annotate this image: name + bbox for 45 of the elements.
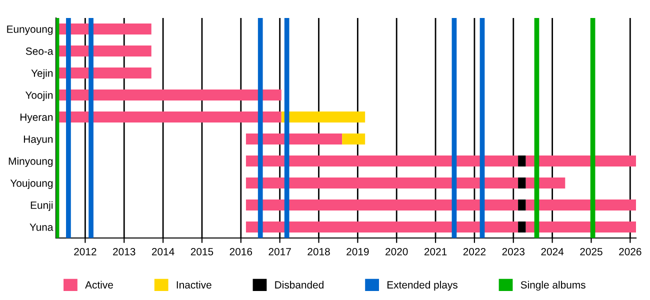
bar xyxy=(58,90,282,100)
x-tick-label: 2019 xyxy=(346,248,369,256)
bar xyxy=(518,178,526,188)
x-tick-label: 2014 xyxy=(152,248,174,256)
bar xyxy=(342,134,366,144)
x-tick-label: 2018 xyxy=(308,248,330,256)
legend-label: Active xyxy=(85,280,113,289)
legend-label: Extended plays xyxy=(387,280,458,291)
y-tick-label: Youjoung xyxy=(10,179,53,189)
y-tick-label: Yejin xyxy=(31,69,53,79)
x-tick-label: 2015 xyxy=(190,248,214,256)
legend-label: Disbanded xyxy=(275,280,324,289)
legend-label: Inactive xyxy=(176,280,212,289)
y-tick-label: Hyeran xyxy=(20,114,53,123)
bar xyxy=(526,222,636,232)
x-tick-label: 2022 xyxy=(463,248,486,256)
bar xyxy=(518,222,526,232)
bar xyxy=(246,178,518,188)
x-tick-label: 2012 xyxy=(74,248,96,256)
x-tick-label: 2023 xyxy=(502,248,525,256)
y-tick-label: Hayun xyxy=(24,136,53,145)
bar xyxy=(58,112,282,122)
bar xyxy=(518,200,526,210)
x-tick-label: 2021 xyxy=(424,248,447,256)
bar xyxy=(246,222,518,232)
y-tick-label: Yuna xyxy=(30,224,54,231)
legend-label: Single albums xyxy=(520,280,586,291)
x-tick-label: 2024 xyxy=(541,248,564,256)
bar xyxy=(526,156,636,166)
y-tick-label: Minyoung xyxy=(8,157,53,167)
x-tick-label: 2025 xyxy=(580,248,602,256)
y-tick-label: Seo-a xyxy=(26,48,54,55)
bar xyxy=(518,156,526,166)
bar xyxy=(246,200,518,210)
x-tick-label: 2013 xyxy=(113,248,136,256)
x-tick-label: 2017 xyxy=(268,248,291,256)
bar xyxy=(526,200,636,210)
bar xyxy=(246,156,518,166)
x-tick-label: 2026 xyxy=(619,248,642,256)
y-tick-label: Yoojin xyxy=(25,91,53,101)
y-tick-label: Eunyoung xyxy=(7,26,53,35)
bar xyxy=(281,112,366,122)
y-tick-label: Eunji xyxy=(30,201,53,211)
x-tick-label: 2016 xyxy=(230,248,252,256)
x-tick-label: 2020 xyxy=(386,248,408,256)
